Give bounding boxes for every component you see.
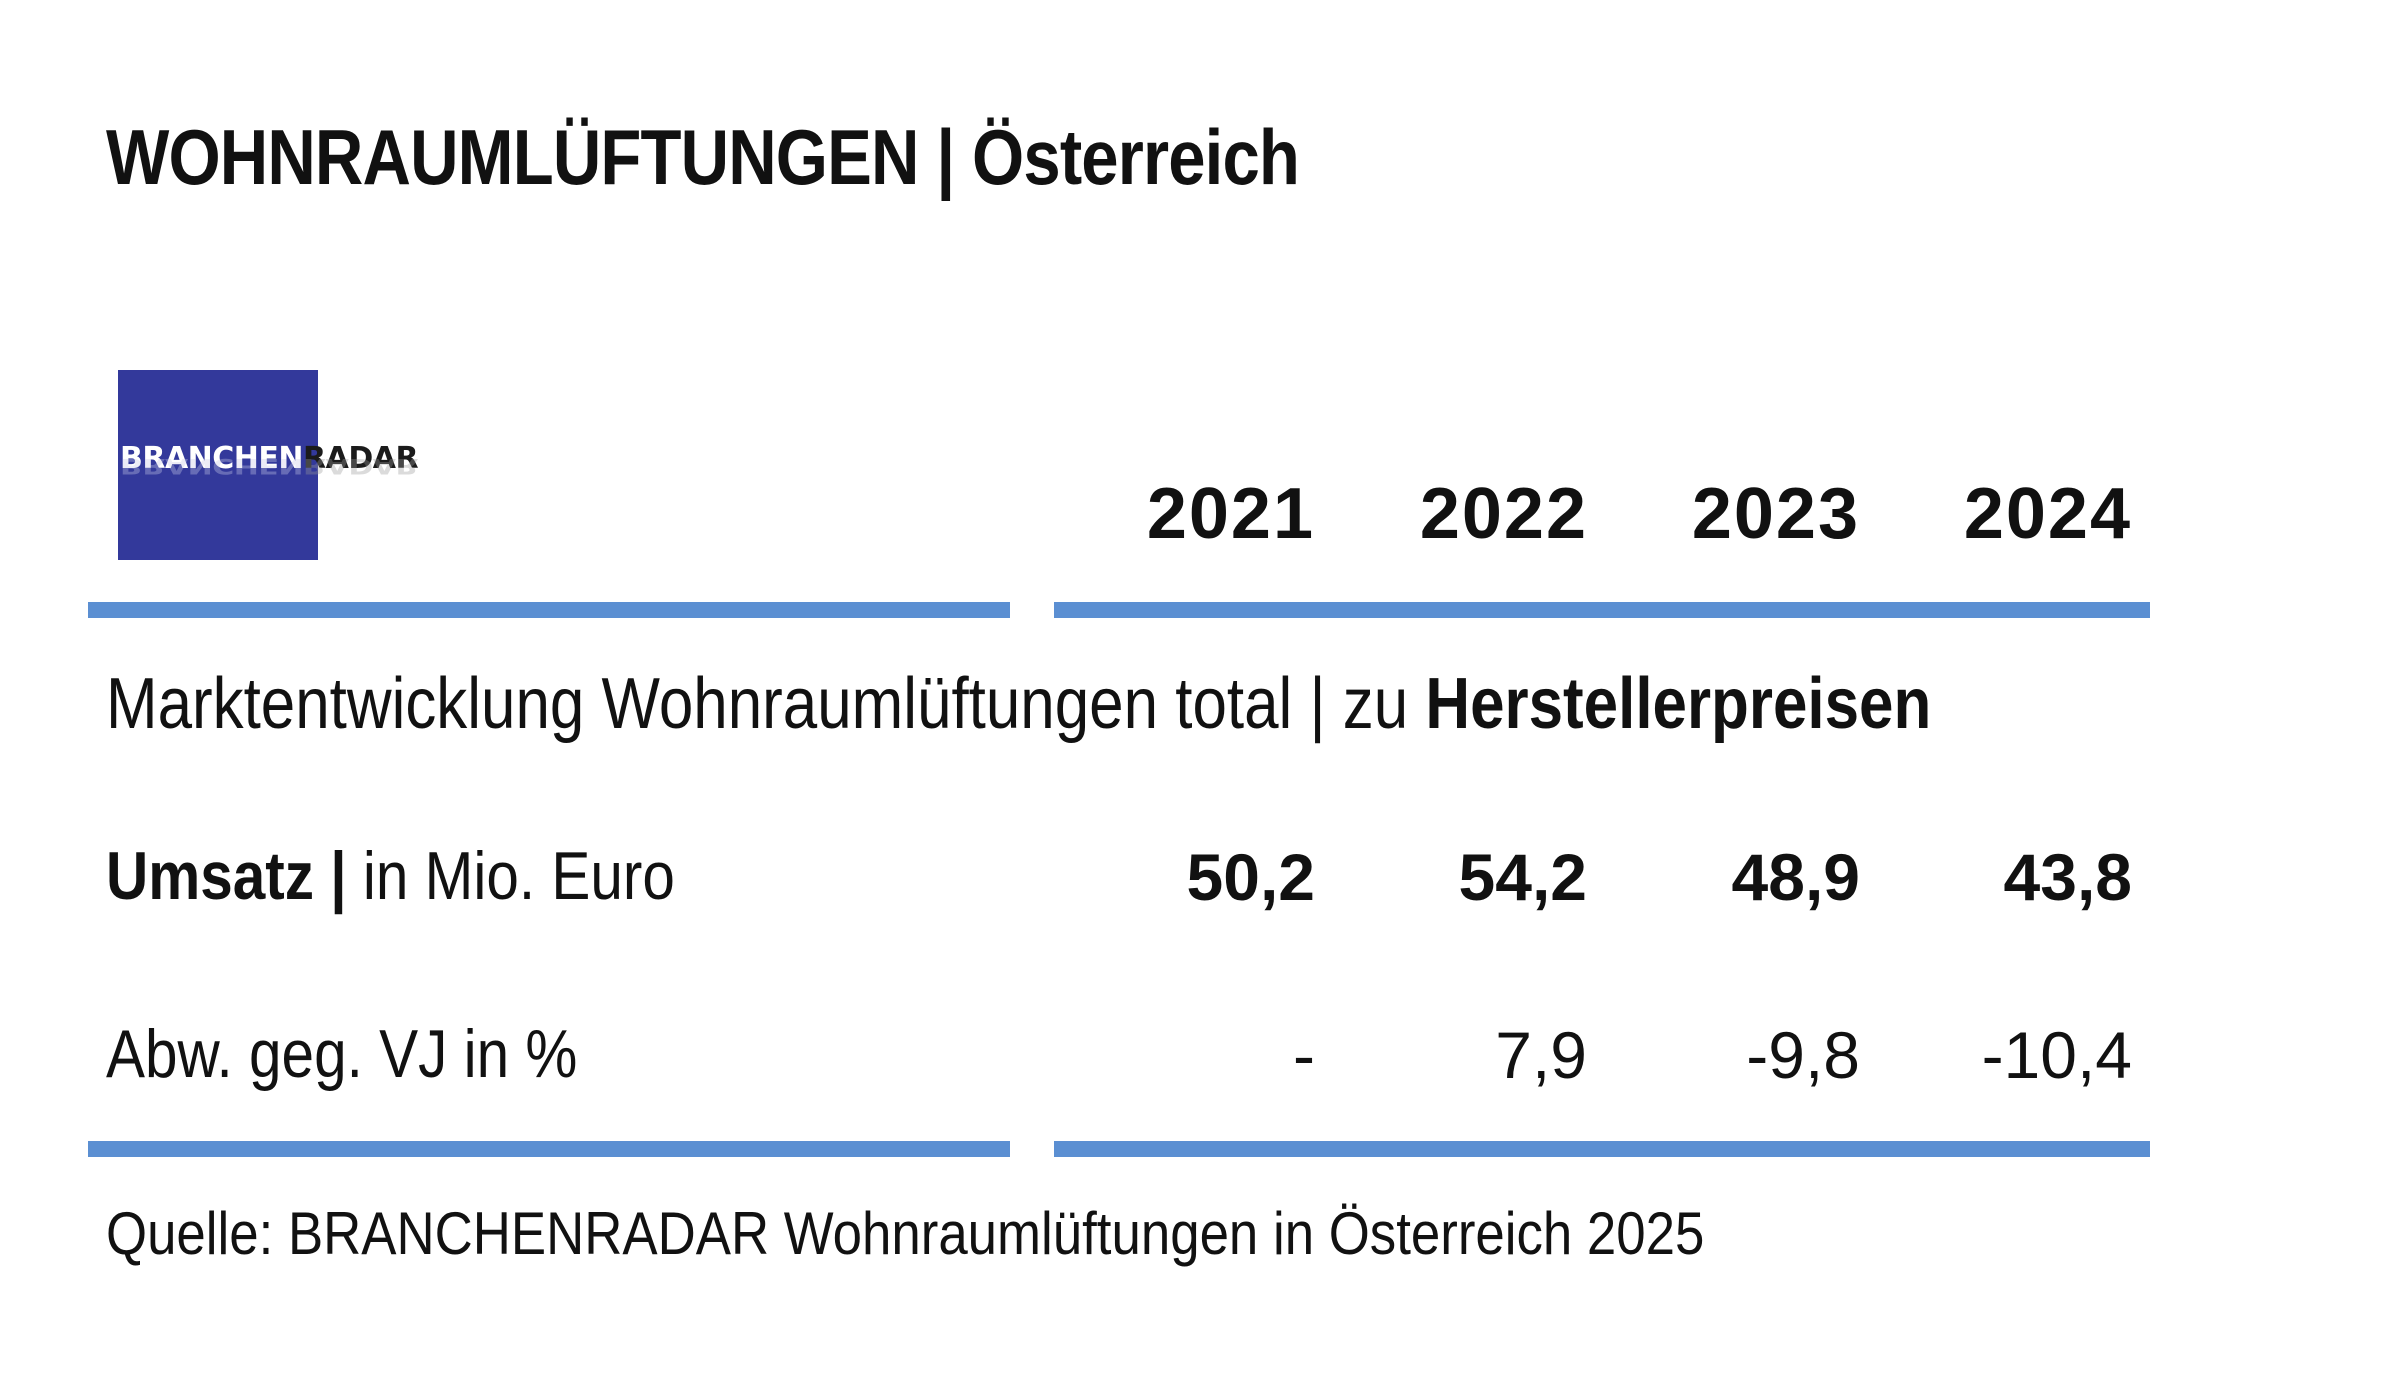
page-title: WOHNRAUMLÜFTUNGEN | Österreich [106, 118, 1300, 196]
brand-logo-part1: BRANCHEN [120, 441, 304, 476]
brand-logo-text: BRANCHENRADAR [120, 441, 419, 476]
header-rule-right [1054, 602, 2150, 618]
cell-umsatz-2021: 50,2 [1186, 840, 1315, 914]
year-header-2021: 2021 [1146, 474, 1315, 554]
cell-change-2024: -10,4 [1981, 1018, 2132, 1092]
cell-change-2021: - [1293, 1018, 1315, 1092]
title-main: WOHNRAUMLÜFTUNGEN [106, 113, 919, 201]
source-note: Quelle: BRANCHENRADAR Wohnraumlüftungen … [106, 1200, 1705, 1267]
cell-change-2022: 7,9 [1495, 1018, 1587, 1092]
row-label-change: Abw. geg. VJ in % [106, 1020, 577, 1088]
year-header-2023: 2023 [1691, 474, 1860, 554]
table-subtitle: Marktentwicklung Wohnraumlüftungen total… [106, 668, 1931, 740]
subtitle-regular: Marktentwicklung Wohnraumlüftungen total… [106, 664, 1426, 744]
brand-logo-reflection: BRANCHENRADAR [120, 453, 419, 479]
cell-change-2023: -9,8 [1746, 1018, 1860, 1092]
cell-umsatz-2022: 54,2 [1458, 840, 1587, 914]
title-separator: | [936, 113, 955, 201]
footer-rule-left [88, 1141, 1010, 1157]
row-label-change-regular: Abw. geg. VJ in % [106, 1016, 578, 1092]
row-label-umsatz-bold: Umsatz | [106, 838, 347, 914]
cell-umsatz-2024: 43,8 [2003, 840, 2132, 914]
brand-logo [118, 370, 318, 560]
cell-umsatz-2023: 48,9 [1731, 840, 1860, 914]
year-header-2024: 2024 [1963, 474, 2132, 554]
brand-logo-reflection-part2: RADAR [303, 453, 419, 479]
header-rule-left [88, 602, 1010, 618]
brand-logo-reflection-part1: BRANCHEN [120, 453, 304, 479]
title-region: Österreich [972, 113, 1300, 201]
row-label-umsatz: Umsatz | in Mio. Euro [106, 842, 675, 910]
year-header-2022: 2022 [1419, 474, 1588, 554]
row-label-umsatz-regular: in Mio. Euro [346, 838, 675, 914]
brand-logo-part2: RADAR [303, 441, 419, 476]
subtitle-emphasis: Herstellerpreisen [1425, 664, 1932, 744]
footer-rule-right [1054, 1141, 2150, 1157]
